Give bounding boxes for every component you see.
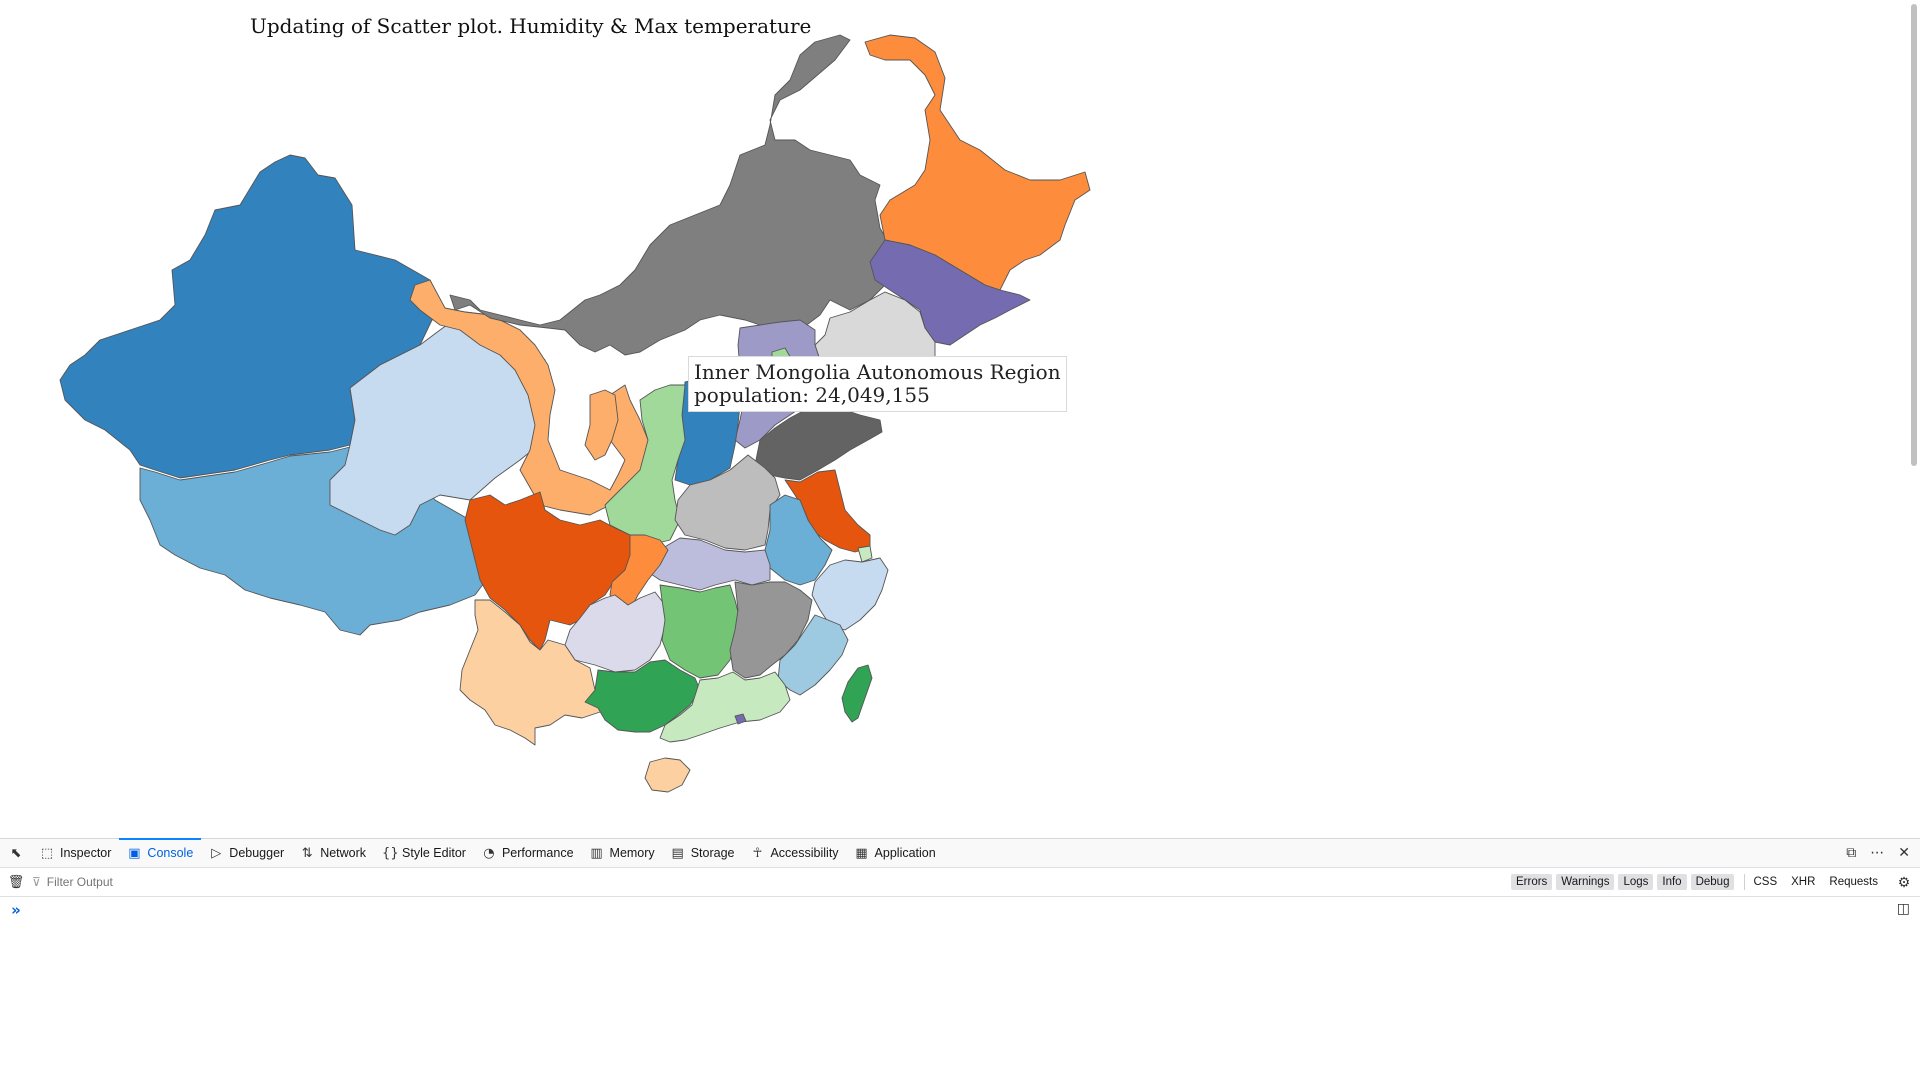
map-region-guizhou[interactable] xyxy=(564,591,666,673)
application-icon: ▦ xyxy=(855,845,868,861)
map-region-gansu[interactable] xyxy=(409,279,649,516)
map-region-shaanxi[interactable] xyxy=(604,384,686,546)
tab-label: Console xyxy=(147,846,194,860)
tab-label: Storage xyxy=(690,846,735,860)
performance-icon: ◔ xyxy=(483,845,495,861)
console-prompt-icon: » xyxy=(11,901,21,919)
map-region-guangdong[interactable] xyxy=(659,671,791,743)
debugger-icon: ▷ xyxy=(211,845,222,861)
tab-inspector[interactable]: ⬚ Inspector xyxy=(32,839,119,867)
devtools-toolbar-right: ⧉ ⋯ ✕ xyxy=(1846,839,1920,867)
console-input-line[interactable]: » ◫ xyxy=(0,897,1920,923)
tab-application[interactable]: ▦ Application xyxy=(847,839,944,867)
tab-label: Debugger xyxy=(229,846,285,860)
filter-requests-toggle[interactable]: Requests xyxy=(1829,876,1878,888)
map-region-fujian[interactable] xyxy=(777,614,849,696)
page-scrollbar[interactable] xyxy=(1906,0,1920,838)
clear-console-icon[interactable]: 🗑 xyxy=(7,874,25,889)
filter-debug-button[interactable]: Debug xyxy=(1690,874,1735,890)
tab-console[interactable]: ▣ Console xyxy=(119,838,202,867)
filter-css-toggle[interactable]: CSS xyxy=(1753,876,1778,888)
map-region-heilongjiang[interactable] xyxy=(864,34,1091,291)
tooltip-region-name: Inner Mongolia Autonomous Region xyxy=(694,360,1061,384)
tab-performance[interactable]: ◔ Performance xyxy=(474,839,582,867)
element-picker-button[interactable]: ⬉ xyxy=(0,839,32,867)
map-region-inner-mongolia[interactable] xyxy=(449,34,896,356)
map-region-yunnan[interactable] xyxy=(459,599,606,746)
china-map xyxy=(59,34,1091,793)
devtools-tabbar: ⬉ ⬚ Inspector ▣ Console ▷ Debugger ⇅ Network{} S… xyxy=(0,838,1920,868)
filter-separator xyxy=(1744,874,1746,890)
tab-accessibility[interactable]: ☥ Accessibility xyxy=(742,839,846,867)
tab-label: Style Editor xyxy=(402,846,466,860)
close-devtools-icon[interactable]: ✕ xyxy=(1898,845,1910,861)
storage-icon: ▤ xyxy=(671,845,684,861)
tab-memory[interactable]: ▥ Memory xyxy=(582,839,663,867)
map-region-hainan[interactable] xyxy=(644,757,691,793)
map-region-guangxi[interactable] xyxy=(584,659,701,733)
filter-logs-button[interactable]: Logs xyxy=(1618,874,1654,890)
map-region-ningxia[interactable] xyxy=(584,389,619,461)
filter-errors-button[interactable]: Errors xyxy=(1510,874,1553,890)
tab-label: Application xyxy=(874,846,936,860)
tab-debugger[interactable]: ▷ Debugger xyxy=(201,839,292,867)
map-region-sichuan[interactable] xyxy=(464,491,646,651)
map-region-shanghai[interactable] xyxy=(857,545,873,563)
filter-output-input[interactable] xyxy=(44,874,449,890)
console-settings-icon[interactable]: ⚙ xyxy=(1897,873,1911,890)
console-icon: ▣ xyxy=(128,845,141,861)
memory-icon: ▥ xyxy=(590,845,603,861)
filter-info-button[interactable]: Info xyxy=(1657,874,1687,890)
map-tooltip: Inner Mongolia Autonomous Region populat… xyxy=(688,356,1067,412)
console-sidebar-toggle-icon[interactable]: ◫ xyxy=(1896,901,1910,917)
tab-label: Accessibility xyxy=(770,846,839,860)
map-region-zhejiang[interactable] xyxy=(811,557,889,631)
dock-toggle-icon[interactable]: ⧉ xyxy=(1846,845,1857,861)
devtools-panel: ⬉ ⬚ Inspector ▣ Console ▷ Debugger ⇅ Network{} S… xyxy=(0,838,1920,1081)
inspector-icon: ⬚ xyxy=(40,845,54,861)
page-scrollbar-thumb[interactable] xyxy=(1911,4,1917,466)
filter-wrapper: ⊽ xyxy=(32,874,1511,890)
map-region-taiwan[interactable] xyxy=(841,664,873,723)
page-title: Updating of Scatter plot. Humidity & Max… xyxy=(250,14,812,38)
accessibility-icon: ☥ xyxy=(752,845,763,861)
map-region-jilin[interactable] xyxy=(869,239,1031,346)
network-icon: ⇅ xyxy=(301,845,313,861)
map-region-hunan[interactable] xyxy=(659,584,741,679)
map-region-henan[interactable] xyxy=(674,454,781,551)
filter-xhr-toggle[interactable]: XHR xyxy=(1791,876,1816,888)
map-region-xinjiang[interactable] xyxy=(59,154,446,479)
tab-label: Performance xyxy=(501,846,574,860)
more-options-icon[interactable]: ⋯ xyxy=(1870,845,1885,861)
tab-label: Memory xyxy=(609,846,655,860)
tab-label: Network xyxy=(320,846,367,860)
map-region-hong-kong[interactable] xyxy=(734,713,747,725)
filter-warnings-button[interactable]: Warnings xyxy=(1556,874,1615,890)
tab-label: Inspector xyxy=(60,846,112,860)
style-editor-icon: {} xyxy=(382,845,399,861)
tab-storage[interactable]: ▤ Storage xyxy=(663,839,743,867)
page-viewport: Updating of Scatter plot. Humidity & Max… xyxy=(59,0,1920,838)
element-picker-icon: ⬉ xyxy=(10,845,22,861)
tooltip-population: population: 24,049,155 xyxy=(694,383,930,407)
tab-network[interactable]: ⇅ Network xyxy=(292,839,374,867)
filter-icon: ⊽ xyxy=(32,875,41,889)
tab-style-editor[interactable]: {} Style Editor xyxy=(374,839,474,867)
